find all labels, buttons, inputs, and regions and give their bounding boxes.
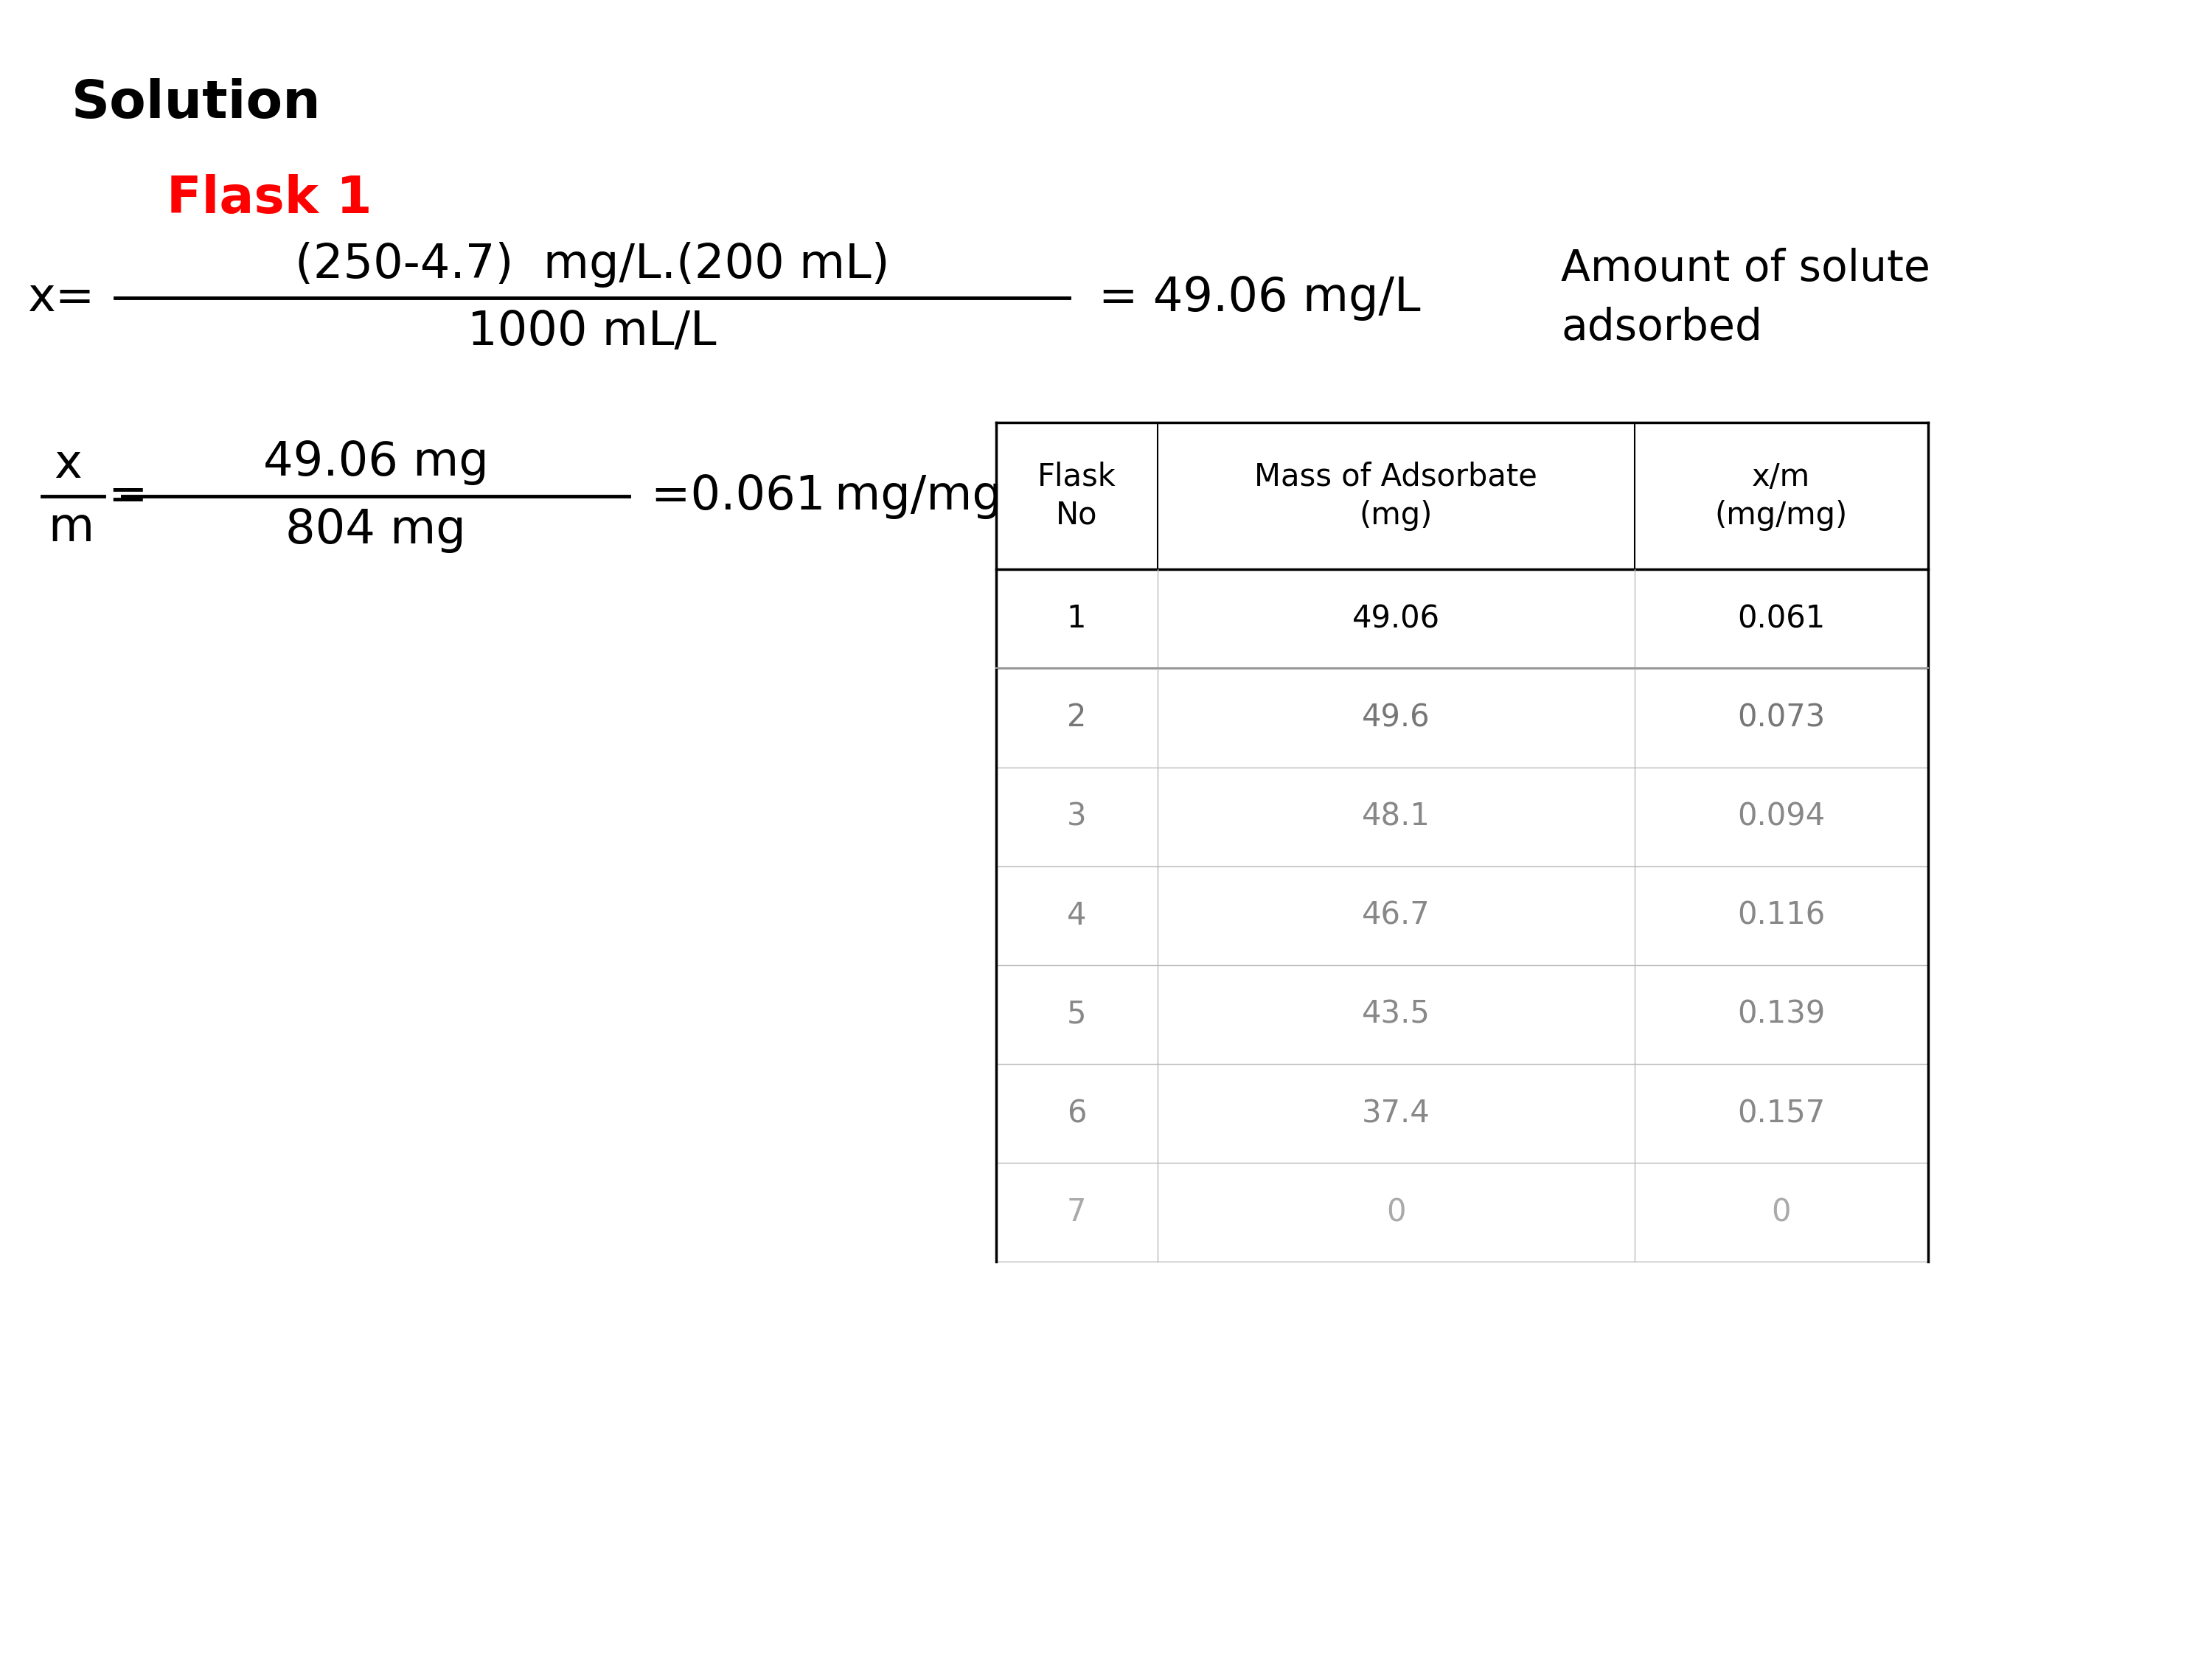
Text: 0.073: 0.073 — [1736, 702, 1825, 733]
Text: 4: 4 — [1066, 901, 1086, 931]
Text: 0.094: 0.094 — [1736, 801, 1825, 833]
Text: 0.061: 0.061 — [1736, 604, 1825, 634]
Text: m: m — [49, 504, 95, 551]
Text: 0: 0 — [1387, 1196, 1405, 1228]
Bar — [995, 423, 1929, 569]
Text: (250-4.7)  mg/L.(200 mL): (250-4.7) mg/L.(200 mL) — [294, 242, 889, 287]
Text: x: x — [53, 441, 82, 488]
Text: 2: 2 — [1066, 702, 1086, 733]
Text: 804 mg: 804 mg — [285, 508, 467, 552]
Text: 49.06: 49.06 — [1352, 604, 1440, 634]
Text: =0.061 mg/mg: =0.061 mg/mg — [650, 473, 1002, 519]
Text: Mass of Adsorbate
(mg): Mass of Adsorbate (mg) — [1254, 461, 1537, 531]
Text: 0.157: 0.157 — [1736, 1098, 1825, 1128]
Text: 1000 mL/L: 1000 mL/L — [467, 309, 717, 355]
Text: 46.7: 46.7 — [1363, 901, 1429, 931]
Text: Flask 1: Flask 1 — [166, 174, 372, 222]
Text: Amount of solute
adsorbed: Amount of solute adsorbed — [1562, 247, 1931, 348]
Text: 49.6: 49.6 — [1363, 702, 1429, 733]
Text: 6: 6 — [1066, 1098, 1086, 1128]
Text: 37.4: 37.4 — [1363, 1098, 1431, 1128]
Text: Solution: Solution — [71, 78, 321, 129]
Text: = 49.06 mg/L: = 49.06 mg/L — [1099, 275, 1420, 322]
Text: 48.1: 48.1 — [1363, 801, 1431, 833]
Text: Flask
No: Flask No — [1037, 461, 1117, 531]
Text: 7: 7 — [1066, 1196, 1086, 1228]
Text: x=: x= — [27, 275, 95, 322]
Text: 3: 3 — [1066, 801, 1086, 833]
Text: 0.139: 0.139 — [1736, 999, 1825, 1030]
Text: 0.116: 0.116 — [1736, 901, 1825, 931]
Text: 0: 0 — [1772, 1196, 1792, 1228]
Text: 5: 5 — [1066, 999, 1086, 1030]
Text: 1: 1 — [1066, 604, 1086, 634]
Text: =: = — [108, 473, 148, 519]
Text: 49.06 mg: 49.06 mg — [263, 440, 489, 484]
Text: 43.5: 43.5 — [1363, 999, 1431, 1030]
Text: x/m
(mg/mg): x/m (mg/mg) — [1714, 461, 1847, 531]
